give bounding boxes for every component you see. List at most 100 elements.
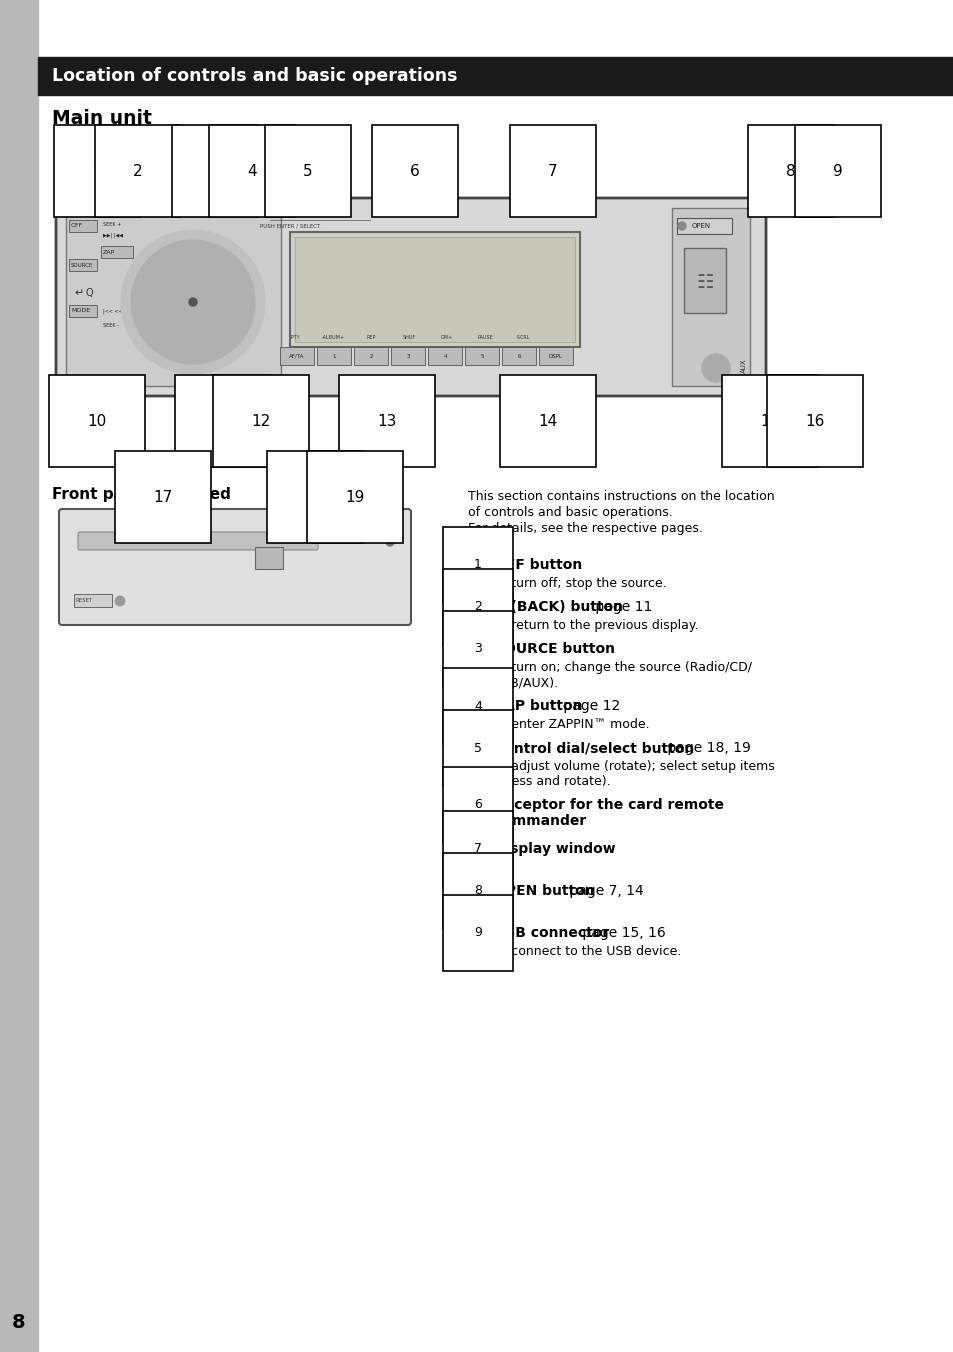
Bar bbox=[254, 548, 283, 569]
Text: REP: REP bbox=[366, 335, 375, 339]
Text: To connect to the USB device.: To connect to the USB device. bbox=[494, 945, 680, 959]
Text: Receptor for the card remote
commander: Receptor for the card remote commander bbox=[494, 798, 723, 829]
Text: Q: Q bbox=[86, 288, 93, 297]
Bar bbox=[677, 218, 731, 234]
Text: Control dial/select button: Control dial/select button bbox=[494, 741, 694, 754]
Text: of controls and basic operations.: of controls and basic operations. bbox=[468, 506, 672, 519]
Text: ↵: ↵ bbox=[74, 288, 83, 297]
Text: To turn on; change the source (Radio/CD/
USB/AUX).: To turn on; change the source (Radio/CD/… bbox=[494, 661, 751, 690]
Text: 15: 15 bbox=[760, 414, 779, 429]
FancyBboxPatch shape bbox=[78, 531, 317, 550]
Bar bbox=[69, 220, 97, 233]
Text: To adjust volume (rotate); select setup items
(press and rotate).: To adjust volume (rotate); select setup … bbox=[494, 760, 774, 788]
Bar bbox=[464, 347, 498, 365]
Text: 16: 16 bbox=[804, 414, 823, 429]
Bar bbox=[428, 347, 461, 365]
Text: Display window: Display window bbox=[494, 842, 615, 856]
Text: |<< <<: |<< << bbox=[103, 308, 123, 314]
Bar bbox=[38, 57, 953, 95]
Text: Front panel removed: Front panel removed bbox=[52, 487, 231, 502]
Text: 6: 6 bbox=[474, 799, 481, 811]
Text: 4: 4 bbox=[247, 164, 256, 178]
Text: To return to the previous display.: To return to the previous display. bbox=[494, 619, 698, 631]
Text: 1: 1 bbox=[474, 558, 481, 572]
Text: To enter ZAPPIN™ mode.: To enter ZAPPIN™ mode. bbox=[494, 718, 649, 731]
Text: -PTY: -PTY bbox=[290, 335, 300, 339]
Text: page 15, 16: page 15, 16 bbox=[578, 926, 665, 940]
Text: 8: 8 bbox=[785, 164, 795, 178]
Text: ▶▶| |◀◀: ▶▶| |◀◀ bbox=[103, 233, 123, 238]
Text: ZAP: ZAP bbox=[103, 250, 115, 256]
Text: 8: 8 bbox=[474, 884, 481, 898]
Bar bbox=[501, 347, 536, 365]
Text: 8: 8 bbox=[12, 1313, 26, 1332]
Text: OFF: OFF bbox=[71, 223, 83, 228]
Text: 5: 5 bbox=[303, 164, 313, 178]
Text: RESET: RESET bbox=[76, 599, 93, 603]
Bar bbox=[69, 260, 97, 270]
Text: page 12: page 12 bbox=[558, 699, 619, 713]
Text: SHUF: SHUF bbox=[402, 335, 416, 339]
Bar bbox=[538, 347, 573, 365]
Circle shape bbox=[678, 222, 685, 230]
Circle shape bbox=[701, 354, 729, 383]
Text: 11: 11 bbox=[213, 414, 233, 429]
Text: For details, see the respective pages.: For details, see the respective pages. bbox=[468, 522, 702, 535]
Text: This section contains instructions on the location: This section contains instructions on th… bbox=[468, 489, 774, 503]
Text: Location of controls and basic operations: Location of controls and basic operation… bbox=[52, 68, 457, 85]
Bar bbox=[294, 237, 575, 342]
Text: USB connector: USB connector bbox=[494, 926, 609, 940]
Text: 9: 9 bbox=[474, 926, 481, 940]
Bar bbox=[280, 347, 314, 365]
Text: 2: 2 bbox=[133, 164, 143, 178]
Bar bbox=[66, 208, 281, 387]
Text: ZAP button: ZAP button bbox=[494, 699, 582, 713]
Circle shape bbox=[121, 230, 265, 375]
Text: DSPL: DSPL bbox=[548, 353, 562, 358]
Bar bbox=[354, 347, 388, 365]
Text: 1: 1 bbox=[92, 164, 102, 178]
Text: 18: 18 bbox=[305, 489, 324, 504]
Bar bbox=[290, 233, 579, 347]
Text: page 18, 19: page 18, 19 bbox=[662, 741, 750, 754]
Text: 6: 6 bbox=[410, 164, 419, 178]
Text: 2: 2 bbox=[369, 353, 373, 358]
Text: 6: 6 bbox=[517, 353, 520, 358]
Text: OFF button: OFF button bbox=[494, 558, 581, 572]
Text: Main unit: Main unit bbox=[52, 108, 152, 127]
Bar bbox=[683, 247, 725, 314]
Text: 4: 4 bbox=[443, 353, 446, 358]
Bar bbox=[671, 208, 749, 387]
Circle shape bbox=[131, 241, 254, 364]
Text: page 7, 14: page 7, 14 bbox=[565, 884, 643, 898]
Text: OPEN button: OPEN button bbox=[494, 884, 594, 898]
Text: 19: 19 bbox=[345, 489, 364, 504]
Circle shape bbox=[115, 596, 125, 606]
Text: -ALBUM+: -ALBUM+ bbox=[321, 335, 344, 339]
Text: 5: 5 bbox=[479, 353, 483, 358]
Bar bbox=[101, 246, 132, 258]
Circle shape bbox=[386, 538, 394, 546]
Text: 7: 7 bbox=[548, 164, 558, 178]
Circle shape bbox=[185, 293, 201, 310]
Text: 2: 2 bbox=[474, 600, 481, 614]
FancyBboxPatch shape bbox=[59, 508, 411, 625]
Text: 13: 13 bbox=[377, 414, 396, 429]
Text: To turn off; stop the source.: To turn off; stop the source. bbox=[494, 577, 666, 589]
Circle shape bbox=[168, 277, 218, 327]
Text: 3: 3 bbox=[210, 164, 219, 178]
Bar bbox=[69, 306, 97, 316]
Circle shape bbox=[154, 264, 231, 339]
Text: AUX: AUX bbox=[740, 358, 746, 373]
Text: ☷: ☷ bbox=[696, 273, 713, 292]
Text: 7: 7 bbox=[474, 842, 481, 856]
Text: SOURCE: SOURCE bbox=[71, 264, 93, 268]
Bar bbox=[391, 347, 424, 365]
Text: SEEK +: SEEK + bbox=[103, 222, 121, 227]
Text: AF/TA: AF/TA bbox=[289, 353, 304, 358]
Text: OPEN: OPEN bbox=[691, 223, 710, 228]
Bar bbox=[74, 594, 112, 607]
Text: PAUSE: PAUSE bbox=[476, 335, 493, 339]
Text: DM+: DM+ bbox=[440, 335, 453, 339]
Text: page 11: page 11 bbox=[591, 600, 652, 614]
